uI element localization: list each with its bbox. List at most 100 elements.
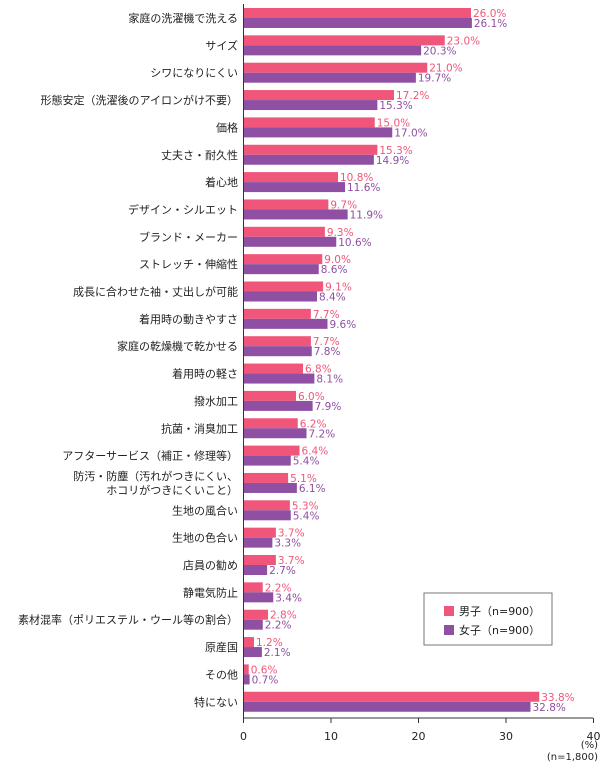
value-label-male: 9.0%: [324, 254, 351, 266]
bar-male: [243, 691, 540, 702]
value-label-female: 15.3%: [379, 100, 412, 112]
value-label-female: 3.4%: [275, 592, 302, 604]
value-label-male: 6.2%: [300, 418, 327, 430]
bar-female: [243, 127, 393, 138]
category-label: 特にない: [194, 695, 238, 709]
category-label: 静電気防止: [183, 585, 238, 599]
category-label: 価格: [216, 120, 238, 134]
bar-female: [243, 318, 328, 329]
bar-male: [243, 254, 323, 265]
bar-female: [243, 236, 337, 247]
bar-female: [243, 182, 345, 193]
bar-male: [243, 582, 263, 593]
value-label-male: 21.0%: [429, 63, 462, 75]
category-label: 素材混率（ポリエステル・ウール等の割合）: [18, 613, 238, 627]
bar-female: [243, 428, 307, 439]
value-label-female: 20.3%: [423, 45, 456, 57]
value-label-male: 9.3%: [327, 227, 354, 239]
unit-label: (%): [581, 740, 598, 751]
value-label-female: 17.0%: [394, 127, 427, 139]
bar-female: [243, 209, 348, 220]
value-label-male: 5.1%: [290, 473, 317, 485]
category-label: 着用時の軽さ: [172, 367, 238, 381]
category-label: デザイン・シルエット: [128, 202, 238, 216]
bar-male: [243, 226, 325, 237]
value-label-female: 5.4%: [293, 510, 320, 522]
category-label: 着心地: [205, 175, 238, 189]
sample-size-label: (n=1,800): [547, 752, 598, 763]
bar-male: [243, 527, 276, 538]
category-label: 丈夫さ・耐久性: [161, 148, 238, 162]
value-label-female: 5.4%: [293, 456, 320, 468]
bar-female: [243, 592, 274, 603]
value-label-female: 10.6%: [338, 237, 371, 249]
bar-male: [243, 664, 249, 675]
value-label-female: 7.9%: [315, 401, 342, 413]
x-axis-ticks: 0 10 20 30 40: [240, 718, 601, 743]
category-label: 防汚・防塵（汚れがつきにくい、: [73, 469, 238, 483]
x-tick-label: 40: [587, 730, 601, 743]
legend-swatch-male: [444, 606, 454, 616]
value-label-male: 15.0%: [377, 117, 410, 129]
value-label-male: 6.0%: [298, 391, 325, 403]
value-label-male: 5.3%: [292, 500, 319, 512]
category-label: サイズ: [205, 38, 238, 52]
category-label: 着用時の動きやすさ: [139, 312, 238, 326]
category-label: アフターサービス（補正・修理等）: [62, 449, 238, 463]
legend-label-female: 女子（n=900）: [459, 623, 540, 637]
value-label-male: 9.7%: [330, 199, 357, 211]
value-label-male: 0.6%: [251, 664, 278, 676]
value-label-male: 23.0%: [447, 35, 480, 47]
category-label: 家庭の洗濯機で洗える: [128, 11, 238, 25]
category-label: 撥水加工: [194, 394, 238, 408]
value-label-female: 2.2%: [265, 620, 292, 632]
value-label-female: 2.7%: [269, 565, 296, 577]
x-tick-label: 30: [499, 730, 513, 743]
bar-female: [243, 537, 273, 548]
value-label-male: 7.7%: [313, 336, 340, 348]
bar-female: [243, 455, 291, 466]
value-label-female: 0.7%: [252, 674, 279, 686]
bar-female: [243, 400, 313, 411]
bar-male: [243, 445, 300, 456]
value-labels: 26.0%26.1%23.0%20.3%21.0%19.7%17.2%15.3%…: [251, 8, 575, 714]
value-label-female: 3.3%: [274, 538, 301, 550]
value-label-female: 14.9%: [376, 155, 409, 167]
value-label-male: 9.1%: [325, 282, 352, 294]
bar-male: [243, 199, 329, 210]
category-label: 家庭の乾燥機で乾かせる: [117, 339, 238, 353]
bar-male: [243, 144, 378, 155]
value-label-male: 6.4%: [302, 446, 329, 458]
value-label-female: 26.1%: [474, 18, 507, 30]
value-label-female: 8.4%: [319, 292, 346, 304]
category-label: シワになりにくい: [150, 67, 238, 80]
bar-male: [243, 555, 276, 565]
bar-female: [243, 346, 312, 357]
value-label-female: 11.9%: [350, 209, 383, 221]
bar-male: [243, 390, 296, 401]
value-label-female: 32.8%: [533, 702, 566, 714]
bar-female: [243, 373, 315, 384]
legend-label-male: 男子（n=900）: [459, 605, 540, 618]
bar-female: [243, 72, 416, 83]
bar-male: [243, 418, 298, 429]
category-label: 生地の風合い: [172, 503, 238, 517]
bar-male: [243, 62, 428, 73]
value-label-male: 17.2%: [396, 90, 429, 102]
category-label: 生地の色合い: [172, 531, 238, 545]
value-label-male: 26.0%: [473, 8, 506, 20]
value-label-female: 9.6%: [330, 319, 357, 331]
bar-male: [243, 90, 394, 101]
bar-female: [243, 154, 374, 165]
category-label: 形態安定（洗濯後のアイロンがけ不要）: [41, 93, 238, 107]
bar-male: [243, 472, 289, 483]
value-label-female: 7.2%: [309, 428, 336, 440]
value-label-female: 7.8%: [314, 346, 341, 358]
value-label-male: 2.8%: [270, 610, 297, 622]
value-label-male: 7.7%: [313, 309, 340, 321]
bar-male: [243, 35, 445, 46]
bar-male: [243, 637, 254, 648]
category-label: 原産国: [205, 641, 238, 654]
